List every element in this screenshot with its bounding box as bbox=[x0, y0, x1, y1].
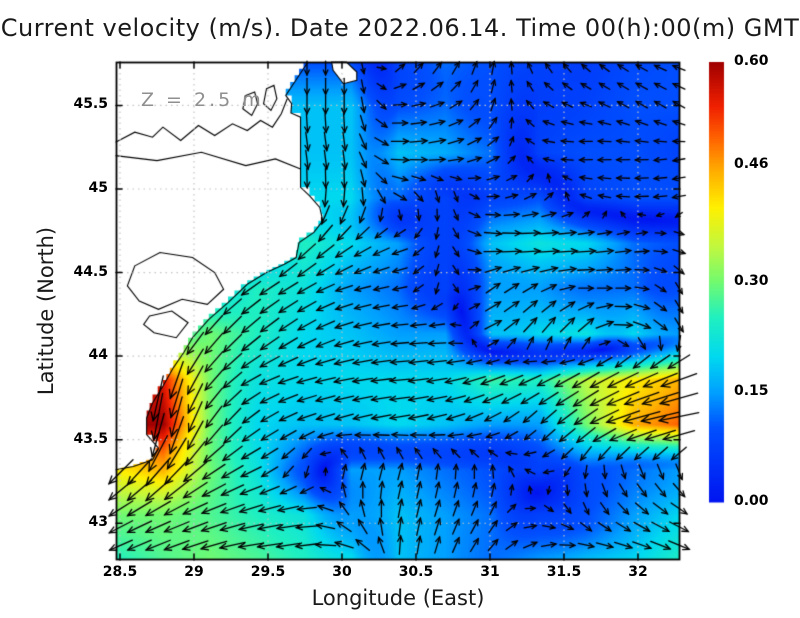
plot-title: Current velocity (m/s). Date 2022.06.14.… bbox=[0, 14, 800, 42]
y-axis-label: Latitude (North) bbox=[34, 226, 58, 396]
y-tick-label: 45 bbox=[88, 180, 108, 196]
colorbar-tick-label: 0.46 bbox=[734, 155, 769, 172]
y-tick-label: 44 bbox=[88, 347, 108, 364]
x-tick-label: 31.5 bbox=[546, 564, 582, 580]
y-tick-label: 43 bbox=[88, 514, 108, 531]
x-axis-label: Longitude (East) bbox=[311, 586, 485, 610]
x-tick-label: 29 bbox=[184, 564, 204, 580]
y-tick-label: 44.5 bbox=[73, 263, 108, 280]
depth-annotation: Z = 2.5 m bbox=[141, 89, 264, 111]
y-tick-label: 43.5 bbox=[73, 430, 108, 447]
y-tick-label: 45.5 bbox=[73, 96, 108, 113]
x-tick-label: 31 bbox=[480, 564, 500, 580]
x-tick-label: 30.5 bbox=[398, 564, 434, 580]
x-tick-label: 30 bbox=[332, 564, 352, 580]
x-tick-label: 32 bbox=[628, 564, 648, 580]
colorbar-tick-label: 0.60 bbox=[734, 53, 769, 69]
colorbar-tick-label: 0.00 bbox=[734, 493, 769, 509]
colorbar-tick-label: 0.15 bbox=[734, 383, 769, 399]
x-tick-label: 29.5 bbox=[250, 564, 286, 580]
colorbar-tick-label: 0.30 bbox=[734, 273, 769, 289]
x-tick-label: 28.5 bbox=[102, 564, 138, 580]
